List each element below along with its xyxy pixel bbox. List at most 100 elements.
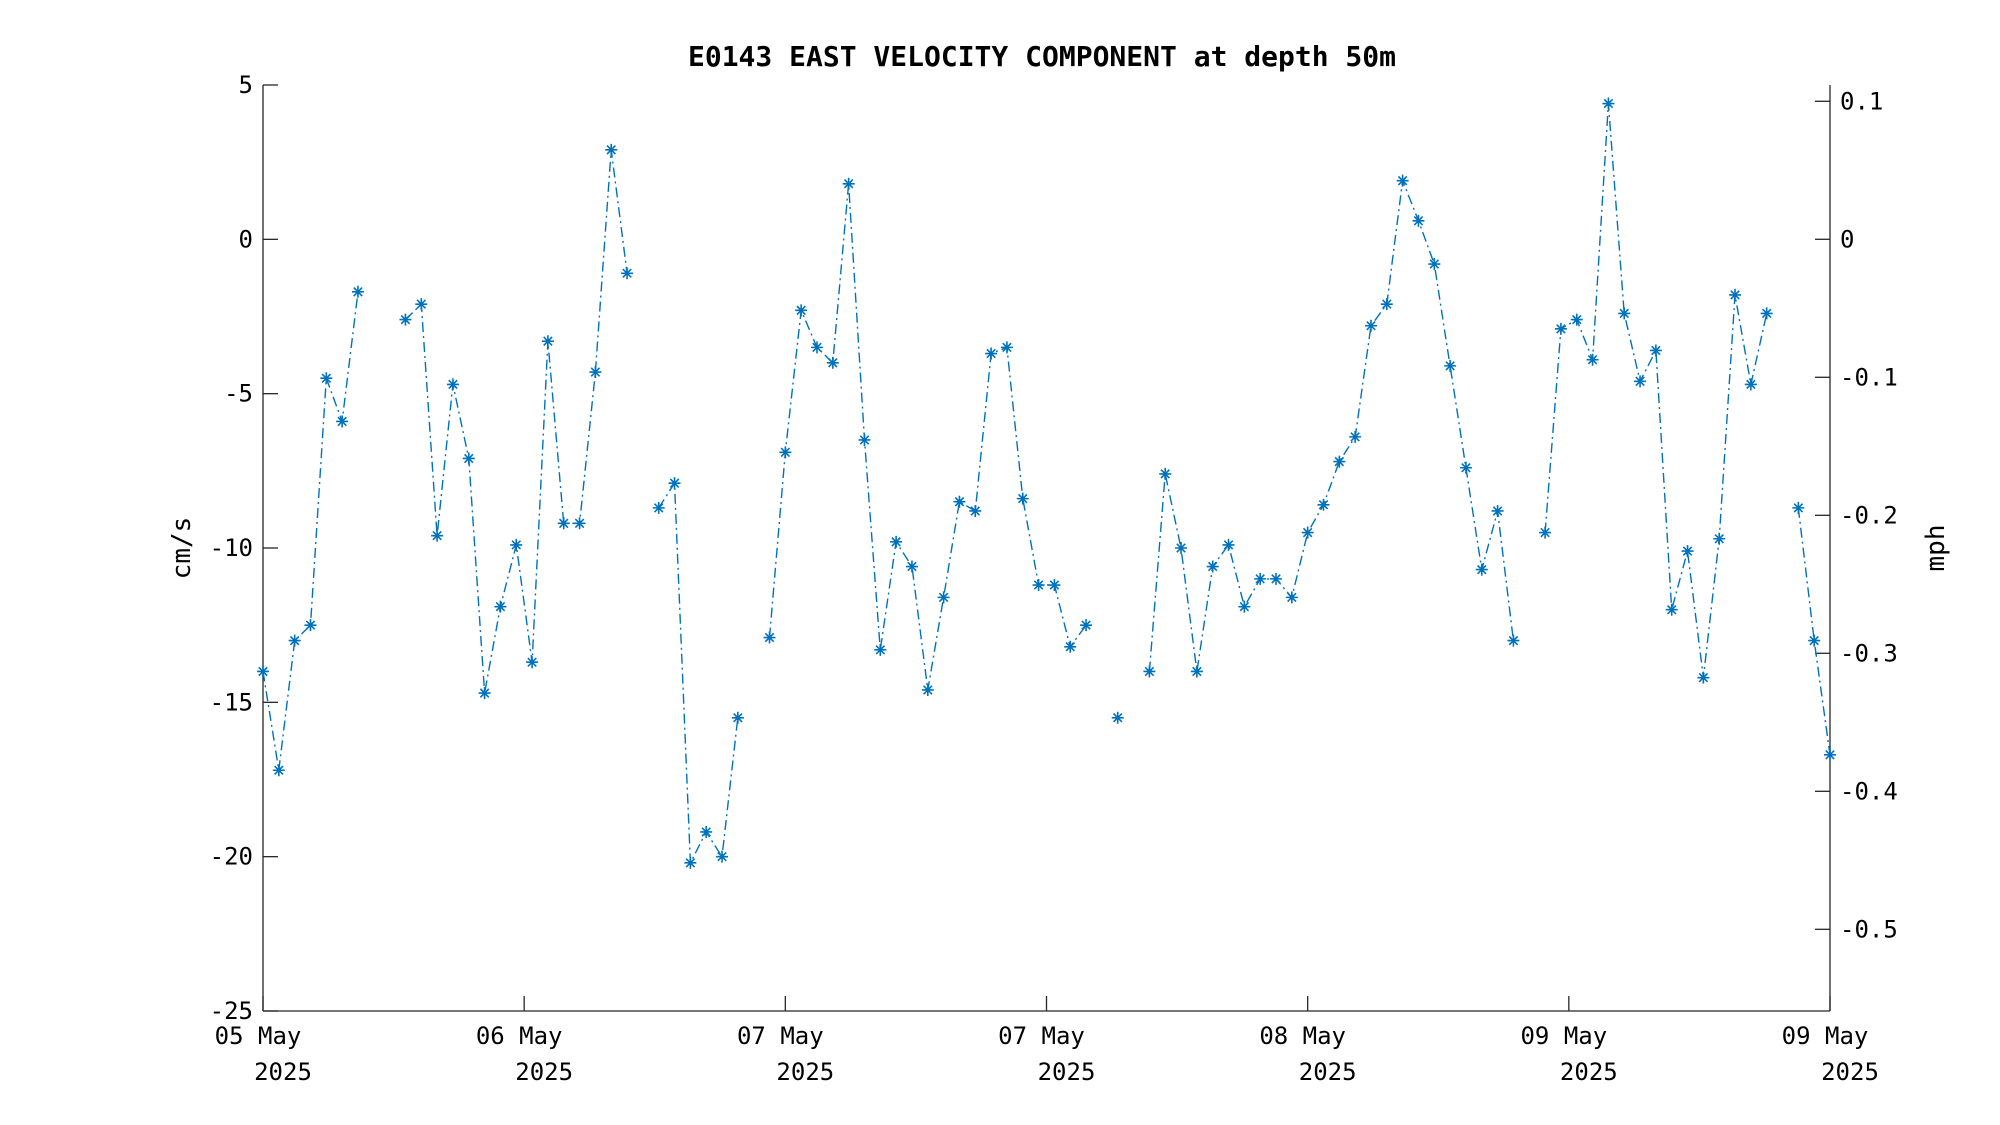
data-point [1412,214,1425,227]
data-point [1032,579,1045,592]
x-tick-label-date: 09 May [1520,1022,1607,1050]
data-point [1760,307,1773,320]
data-point [1270,572,1283,585]
data-point [351,285,364,298]
data-point [1665,603,1678,616]
data-point [985,347,998,360]
data-point [1570,313,1583,326]
data-point [272,764,285,777]
series-east-velocity [262,103,1831,866]
data-point [541,335,554,348]
data-point [1143,665,1156,678]
data-point [478,687,491,700]
data-point [795,304,808,317]
data-point [1459,461,1472,474]
data-point [1317,498,1330,511]
data-point [446,378,459,391]
data-point [826,356,839,369]
data-point [1792,501,1805,514]
data-point [684,856,697,869]
data-point [1586,353,1599,366]
axes [262,85,1831,1012]
y-tick-label: -10 [210,534,253,562]
data-point [1064,640,1077,653]
series-line-segment [1148,180,1515,672]
data-point [731,711,744,724]
x-tick-label-date: 07 May [998,1022,1085,1050]
data-point [494,600,507,613]
x-tick-label-year: 2025 [1821,1058,1879,1086]
data-point [431,529,444,542]
y2-tick-label: -0.4 [1840,777,1898,805]
data-point [1744,378,1757,391]
data-point [1159,467,1172,480]
data-point [890,535,903,548]
data-point [668,477,681,490]
data-point [1048,579,1061,592]
data-point [969,504,982,517]
data-point [921,683,934,696]
y-tick-label: -15 [210,688,253,716]
data-point [1206,560,1219,573]
data-point [1491,504,1504,517]
data-point [1428,258,1441,271]
data-point [1681,545,1694,558]
series-line-segment [658,480,739,866]
data-point [399,313,412,326]
data-point [1333,455,1346,468]
data-point [288,634,301,647]
data-point [652,501,665,514]
data-point [257,665,269,678]
data-point [874,643,887,656]
y2-tick-label: -0.5 [1840,915,1898,943]
data-point [905,560,918,573]
data-point [1364,319,1377,332]
y-tick-label: -25 [210,997,253,1025]
right-y-ticks: 0.1 0 -0.1 -0.2 -0.3 -0.4 -0.5 [1815,87,1898,943]
data-point [1697,671,1710,684]
data-point [526,656,539,669]
data-point [953,495,966,508]
data-point [621,267,634,280]
data-point [1301,526,1314,539]
x-tick-label-year: 2025 [1560,1058,1618,1086]
x-ticks: 05 May 2025 06 May 2025 07 May 2025 07 May 2025… [215,996,1879,1086]
y2-tick-label: -0.3 [1840,639,1898,667]
data-point [858,433,871,446]
data-point [1507,634,1520,647]
data-point [1444,359,1457,372]
data-point [810,341,823,354]
data-point [1713,532,1726,545]
series-line-segment [405,149,628,694]
chart-title: E0143 EAST VELOCITY COMPONENT at depth 5… [688,40,1396,73]
x-tick-label-date: 06 May [476,1022,563,1050]
data-point [1602,97,1615,110]
data-point [462,452,475,465]
data-point [320,372,333,385]
data-point [589,366,602,379]
data-point [1539,526,1552,539]
data-point [1349,430,1362,443]
data-point [1380,298,1393,311]
data-point [1111,711,1124,724]
data-point [1175,542,1188,554]
data-point [1808,634,1821,647]
y2-tick-label: 0.1 [1840,87,1883,115]
data-point [1238,600,1251,613]
series-line-segment [262,291,359,771]
data-point [700,825,713,838]
x-tick-label-date: 08 May [1259,1022,1346,1050]
x-tick-label-year: 2025 [1038,1058,1096,1086]
y2-tick-label: -0.2 [1840,501,1898,529]
data-point [716,850,729,863]
data-point [510,538,523,551]
data-point [1016,492,1029,505]
data-point [336,415,349,428]
data-point [842,177,855,190]
data-point [1729,288,1742,301]
y-tick-label: 0 [239,225,253,253]
data-point [1396,174,1409,187]
series-line-segment [768,183,1087,691]
data-point [1824,748,1836,761]
y-axis-label: cm/s [167,517,197,580]
